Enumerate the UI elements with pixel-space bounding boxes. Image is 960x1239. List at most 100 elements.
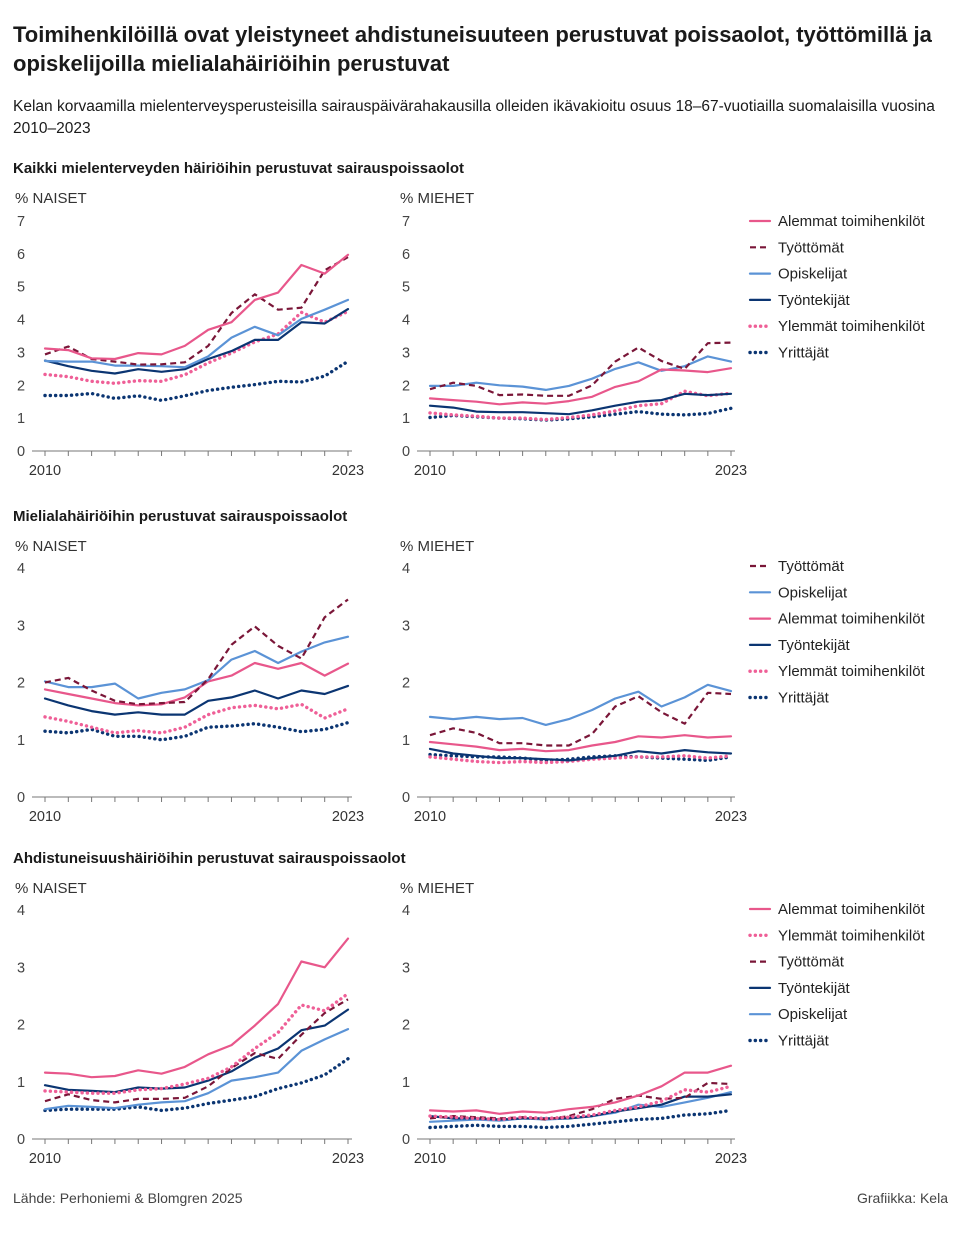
series-line-ahdistus-miehet-alemmat-toimihenkilot [428, 1064, 733, 1115]
source-note: Lähde: Perhoniemi & Blomgren 2025 [13, 1190, 243, 1206]
x-tick-label-ahdistus-miehet: 2023 [715, 1151, 747, 1167]
legend-label-ahdistus-alemmat-toimihenkilot: Alemmat toimihenkilöt [778, 901, 926, 918]
y-tick-label-ahdistus-naiset: 2 [17, 1018, 25, 1034]
series-line-ahdistus-miehet-ylemmat-toimihenkilot [428, 1084, 733, 1122]
y-tick-label-ahdistus-miehet: 1 [402, 1075, 410, 1091]
y-tick-label-ahdistus-naiset: 3 [17, 960, 25, 976]
x-tick-label-mieliala-naiset: 2010 [29, 809, 61, 825]
series-line-mieliala-naiset-opiskelijat [43, 635, 350, 700]
series-line-mieliala-naiset-tyottomat [44, 598, 349, 706]
y-tick-label-kaikki-miehet: 2 [402, 378, 410, 394]
y-tick-label-mieliala-naiset: 2 [17, 676, 25, 692]
y-tick-label-ahdistus-miehet: 4 [402, 903, 410, 919]
x-tick-label-mieliala-miehet: 2010 [414, 809, 446, 825]
y-tick-label-kaikki-naiset: 1 [17, 411, 25, 427]
y-tick-label-kaikki-miehet: 5 [402, 280, 410, 296]
series-line-mieliala-miehet-opiskelijat [428, 683, 733, 727]
y-tick-label-mieliala-naiset: 3 [17, 618, 25, 634]
x-tick-label-ahdistus-naiset: 2023 [332, 1151, 364, 1167]
series-line-ahdistus-naiset-yrittajat [43, 1057, 350, 1113]
y-tick-label-mieliala-miehet: 0 [402, 790, 410, 806]
series-line-ahdistus-miehet-tyontekijat [428, 1093, 733, 1121]
y-tick-label-mieliala-miehet: 1 [402, 733, 410, 749]
series-line-kaikki-naiset-ylemmat-toimihenkilot [43, 309, 350, 385]
legend-label-kaikki-tyottomat: Työttömät [778, 239, 845, 256]
y-tick-label-kaikki-naiset: 2 [17, 378, 25, 394]
x-tick-label-kaikki-naiset: 2023 [332, 463, 364, 479]
y-tick-label-kaikki-miehet: 7 [402, 214, 410, 230]
series-line-mieliala-naiset-yrittajat [43, 720, 350, 742]
legend-label-ahdistus-tyottomat: Työttömät [778, 954, 845, 971]
series-line-ahdistus-naiset-alemmat-toimihenkilot [43, 937, 350, 1079]
panel-label-ahdistus-miehet: % MIEHET [400, 880, 474, 897]
x-tick-label-mieliala-miehet: 2023 [715, 809, 747, 825]
series-line-mieliala-naiset-tyontekijat [43, 684, 350, 716]
y-tick-label-ahdistus-naiset: 0 [17, 1132, 25, 1148]
legend-label-mieliala-opiskelijat: Opiskelijat [778, 584, 848, 601]
panel-label-ahdistus-naiset: % NAISET [15, 880, 87, 897]
legend-label-ahdistus-ylemmat-toimihenkilot: Ylemmät toimihenkilöt [778, 927, 926, 944]
page-title: Toimihenkilöillä ovat yleistyneet ahdist… [13, 22, 932, 76]
legend-label-kaikki-yrittajat: Yrittäjät [778, 345, 830, 362]
x-tick-label-kaikki-naiset: 2010 [29, 463, 61, 479]
panel-label-mieliala-naiset: % NAISET [15, 538, 87, 555]
legend-label-mieliala-yrittajat: Yrittäjät [778, 690, 830, 707]
series-line-kaikki-naiset-tyottomat [44, 256, 349, 366]
y-tick-label-kaikki-naiset: 6 [17, 247, 25, 263]
y-tick-label-mieliala-naiset: 4 [17, 561, 25, 577]
series-line-kaikki-naiset-opiskelijat [43, 298, 350, 369]
y-tick-label-kaikki-miehet: 4 [402, 313, 410, 329]
series-line-kaikki-miehet-opiskelijat [428, 355, 733, 391]
y-tick-label-kaikki-miehet: 3 [402, 345, 410, 361]
page-subtitle: Kelan korvaamilla mielenterveysperusteis… [13, 98, 935, 137]
series-line-kaikki-naiset-alemmat-toimihenkilot [43, 253, 350, 361]
series-line-mieliala-miehet-alemmat-toimihenkilot [428, 734, 733, 753]
series-line-kaikki-miehet-tyontekijat [428, 392, 733, 416]
x-tick-label-ahdistus-naiset: 2010 [29, 1151, 61, 1167]
y-tick-label-mieliala-miehet: 4 [402, 561, 410, 577]
y-tick-label-ahdistus-miehet: 2 [402, 1018, 410, 1034]
x-tick-label-kaikki-miehet: 2010 [414, 463, 446, 479]
y-tick-label-ahdistus-naiset: 4 [17, 903, 25, 919]
series-line-kaikki-naiset-tyontekijat [43, 308, 350, 375]
y-tick-label-kaikki-naiset: 5 [17, 280, 25, 296]
x-tick-label-kaikki-miehet: 2023 [715, 463, 747, 479]
y-tick-label-kaikki-miehet: 6 [402, 247, 410, 263]
x-tick-label-ahdistus-miehet: 2010 [414, 1151, 446, 1167]
series-line-mieliala-naiset-ylemmat-toimihenkilot [43, 702, 350, 735]
series-line-ahdistus-naiset-ylemmat-toimihenkilot [43, 991, 350, 1095]
series-line-kaikki-miehet-ylemmat-toimihenkilot [428, 389, 733, 422]
y-tick-label-mieliala-naiset: 0 [17, 790, 25, 806]
section-title-kaikki: Kaikki mielenterveyden häiriöihin perust… [13, 160, 464, 177]
legend-label-kaikki-opiskelijat: Opiskelijat [778, 266, 848, 283]
legend-label-kaikki-ylemmat-toimihenkilot: Ylemmät toimihenkilöt [778, 318, 926, 335]
y-tick-label-kaikki-miehet: 0 [402, 444, 410, 460]
legend-label-mieliala-tyontekijat: Työntekijät [778, 637, 851, 654]
panel-label-kaikki-miehet: % MIEHET [400, 190, 474, 207]
series-line-mieliala-miehet-tyontekijat [428, 747, 733, 762]
y-tick-label-kaikki-naiset: 3 [17, 345, 25, 361]
series-line-kaikki-miehet-tyottomat [429, 341, 732, 397]
y-tick-label-mieliala-miehet: 2 [402, 676, 410, 692]
panel-label-mieliala-miehet: % MIEHET [400, 538, 474, 555]
series-line-ahdistus-naiset-tyontekijat [43, 1008, 350, 1094]
series-line-ahdistus-naiset-opiskelijat [43, 1027, 350, 1111]
y-tick-label-kaikki-naiset: 0 [17, 444, 25, 460]
y-tick-label-kaikki-naiset: 7 [17, 214, 25, 230]
legend-label-mieliala-alemmat-toimihenkilot: Alemmat toimihenkilöt [778, 611, 926, 628]
graphics-credit: Grafiikka: Kela [856, 1190, 948, 1206]
y-tick-label-kaikki-miehet: 1 [402, 411, 410, 427]
series-line-mieliala-miehet-tyottomat [429, 691, 732, 747]
legend-label-kaikki-tyontekijat: Työntekijät [778, 292, 851, 309]
y-tick-label-ahdistus-naiset: 1 [17, 1075, 25, 1091]
series-line-ahdistus-miehet-tyottomat [429, 1081, 732, 1121]
series-line-ahdistus-naiset-tyottomat [44, 998, 349, 1104]
panel-label-kaikki-naiset: % NAISET [15, 190, 87, 207]
series-line-kaikki-naiset-yrittajat [43, 359, 350, 403]
legend-label-ahdistus-yrittajat: Yrittäjät [778, 1033, 830, 1050]
section-title-ahdistus: Ahdistuneisuushäiriöihin perustuvat sair… [13, 850, 406, 867]
series-line-kaikki-miehet-alemmat-toimihenkilot [428, 367, 733, 406]
y-tick-label-mieliala-miehet: 3 [402, 618, 410, 634]
legend-label-mieliala-ylemmat-toimihenkilot: Ylemmät toimihenkilöt [778, 663, 926, 680]
